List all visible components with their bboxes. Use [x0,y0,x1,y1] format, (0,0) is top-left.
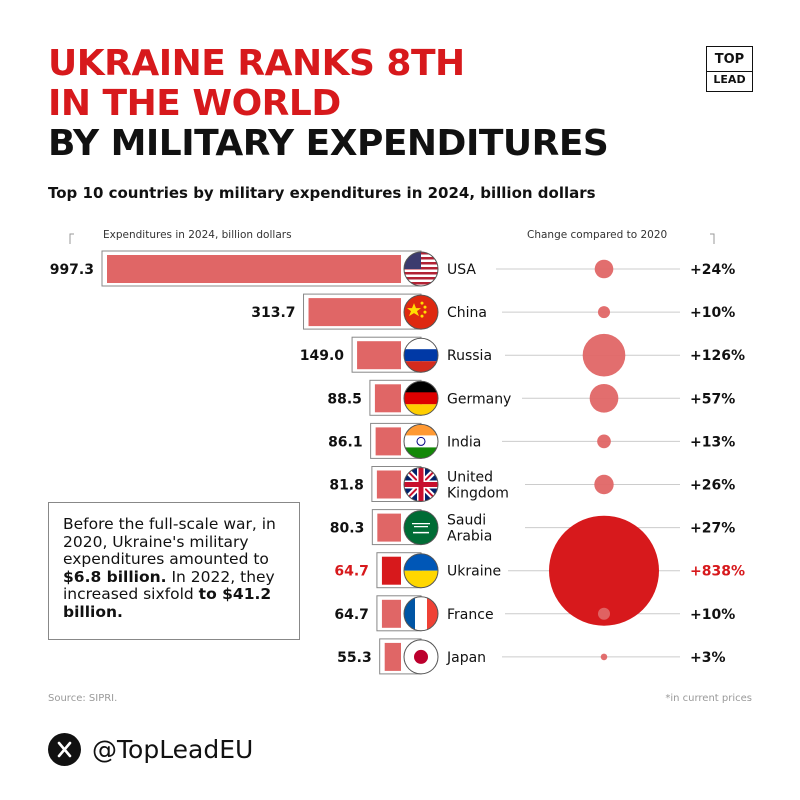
country-label: United [447,470,493,486]
social-handle[interactable]: @TopLeadEU [92,735,254,764]
country-label: China [447,305,487,321]
note-bold-1: $6.8 billion. [63,567,167,586]
bar [381,556,401,585]
india-flag-icon [403,423,439,459]
bar [374,384,401,413]
left-axis-label: Expenditures in 2024, billion dollars [103,229,292,241]
bar-value-label: 81.8 [329,478,364,494]
bar [107,255,401,283]
bar [308,298,401,327]
right-axis-label: Change compared to 2020 [527,229,667,241]
bar-value-label: 149.0 [300,348,345,364]
title-line-1: UKRAINE RANKS 8TH [48,43,465,84]
country-label: USA [447,262,476,278]
change-label: +57% [690,391,735,407]
x-logo-icon [48,733,81,766]
bar-value-label: 55.3 [337,650,372,666]
us-flag-icon [403,251,439,287]
change-label: +3% [690,650,726,666]
footnote-label: *in current prices [665,693,752,704]
bar [377,513,401,542]
country-label: India [447,434,481,450]
change-bubble [597,434,611,449]
change-bubble [600,653,608,661]
country-label: Russia [447,348,492,364]
bar [381,599,401,628]
source-label: Source: SIPRI. [48,693,118,704]
saudi-flag-icon [403,510,439,546]
germany-flag-icon [403,380,439,416]
china-flag-icon [403,294,439,330]
country-label: Germany [447,391,511,407]
bar [357,341,401,370]
france-flag-icon [403,596,439,632]
right-axis-bracket [710,233,715,244]
russia-flag-icon [403,337,439,373]
bar [376,470,401,499]
bar-value-label: 64.7 [334,564,369,580]
country-label: Arabia [447,529,492,545]
change-label: +126% [690,348,745,364]
change-bubble [582,333,626,377]
toplead-logo: TOP LEAD [706,46,753,92]
change-label: +26% [690,478,735,494]
bar-value-label: 313.7 [251,305,295,321]
change-label: +838% [690,564,745,580]
change-bubble [594,474,614,495]
change-label: +24% [690,262,735,278]
ukraine-note: Before the full-scale war, in 2020, Ukra… [48,502,300,640]
country-label: Ukraine [447,564,501,580]
bar [384,642,401,671]
bar-value-label: 64.7 [334,607,369,623]
change-bubble [594,259,614,279]
country-label: Saudi [447,513,486,529]
japan-flag-icon [403,639,439,675]
note-text-1: Before the full-scale war, in 2020, Ukra… [63,515,276,568]
bar [375,427,401,456]
change-bubble [597,607,611,620]
change-bubble [549,515,659,626]
country-label: Japan [446,650,486,666]
ukraine-flag-icon [403,553,439,589]
bar-value-label: 80.3 [330,521,365,537]
chart-subtitle: Top 10 countries by military expenditure… [48,184,596,202]
change-bubble [589,383,619,413]
change-label: +27% [690,521,735,537]
change-label: +10% [690,305,735,321]
change-bubble [597,306,611,319]
country-label: Kingdom [447,486,509,502]
logo-bottom-text: LEAD [707,71,752,88]
note-bold-2: to $41.2 billion. [63,585,272,621]
country-label: France [447,607,494,623]
bar-value-label: 86.1 [328,434,363,450]
uk-flag-icon [403,467,439,502]
logo-top-text: TOP [714,52,745,67]
title-line-2: IN THE WORLD [48,83,341,124]
left-axis-bracket [69,233,74,244]
bar-value-label: 88.5 [327,391,362,407]
change-label: +10% [690,607,735,623]
title-line-3: BY MILITARY EXPENDITURES [48,123,609,164]
bar-value-label: 997.3 [50,262,94,278]
change-label: +13% [690,434,735,450]
note-text-2: In 2022, they increased sixfold [63,567,275,603]
